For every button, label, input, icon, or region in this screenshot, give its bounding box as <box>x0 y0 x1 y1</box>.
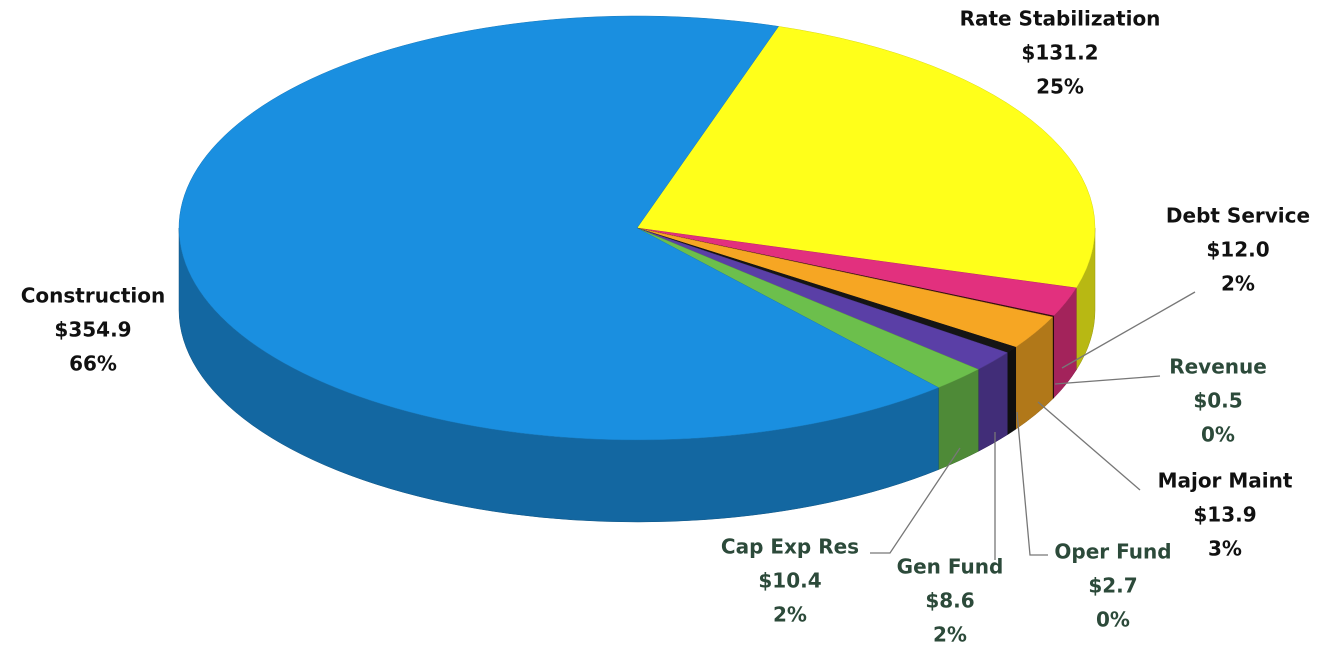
percent-label: 0% <box>1096 608 1130 632</box>
percent-label: 2% <box>1221 272 1255 296</box>
value-label: $0.5 <box>1193 389 1242 413</box>
leader-line <box>1016 411 1048 556</box>
category-label: Oper Fund <box>1054 540 1171 564</box>
slice-side <box>1007 346 1017 436</box>
slice-side <box>978 352 1008 452</box>
category-label: Revenue <box>1169 355 1267 379</box>
category-label: Construction <box>21 284 165 308</box>
value-label: $131.2 <box>1021 41 1098 65</box>
percent-label: 3% <box>1208 537 1242 561</box>
value-label: $10.4 <box>758 569 821 593</box>
value-label: $13.9 <box>1193 503 1256 527</box>
percent-label: 2% <box>933 623 967 647</box>
category-label: Cap Exp Res <box>721 535 859 559</box>
percent-label: 0% <box>1201 423 1235 447</box>
value-label: $12.0 <box>1206 238 1269 262</box>
percent-label: 25% <box>1036 75 1084 99</box>
percent-label: 2% <box>773 603 807 627</box>
leader-line <box>1061 291 1196 369</box>
leader-line <box>1037 401 1141 491</box>
category-label: Rate Stabilization <box>960 7 1161 31</box>
category-label: Gen Fund <box>897 555 1004 579</box>
category-label: Debt Service <box>1166 204 1310 228</box>
value-label: $8.6 <box>925 589 974 613</box>
slice <box>636 26 1096 289</box>
leader-line <box>1054 375 1161 385</box>
value-label: $354.9 <box>54 318 131 342</box>
category-label: Major Maint <box>1158 469 1293 493</box>
percent-label: 66% <box>69 352 117 376</box>
pie-walls <box>178 227 1096 523</box>
value-label: $2.7 <box>1088 574 1137 598</box>
slice <box>178 15 940 441</box>
leader-line <box>870 447 961 554</box>
